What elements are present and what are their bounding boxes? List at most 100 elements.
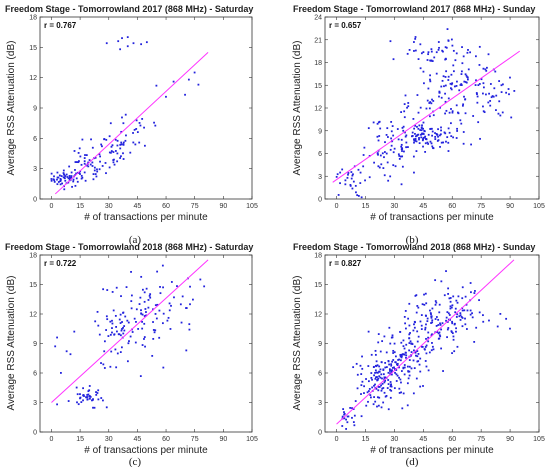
data-point bbox=[110, 350, 113, 353]
data-point bbox=[131, 331, 134, 333]
data-point bbox=[426, 99, 429, 102]
y-axis-label: Average RSS Attenuation (dB) bbox=[292, 41, 303, 176]
data-point bbox=[56, 176, 59, 179]
data-point bbox=[402, 366, 405, 369]
data-point bbox=[435, 301, 438, 304]
data-point bbox=[449, 318, 451, 321]
data-point bbox=[355, 191, 357, 194]
data-point bbox=[359, 364, 362, 367]
data-point bbox=[113, 163, 116, 166]
data-point bbox=[498, 100, 501, 103]
data-point bbox=[399, 354, 402, 356]
data-point bbox=[509, 76, 511, 79]
data-point bbox=[60, 175, 63, 177]
data-point bbox=[377, 139, 380, 142]
data-point bbox=[94, 156, 97, 159]
data-point bbox=[181, 295, 184, 298]
data-point bbox=[92, 178, 95, 181]
data-point bbox=[385, 152, 388, 155]
data-point bbox=[143, 338, 145, 340]
data-point bbox=[413, 367, 416, 370]
data-point bbox=[392, 58, 395, 61]
data-point bbox=[413, 323, 415, 326]
data-point bbox=[101, 145, 103, 148]
data-point bbox=[59, 180, 62, 182]
y-tick-label: 6 bbox=[318, 151, 322, 158]
data-point bbox=[162, 366, 165, 369]
data-point bbox=[88, 395, 91, 397]
data-point bbox=[427, 331, 430, 334]
data-point bbox=[83, 171, 86, 174]
data-point bbox=[444, 57, 447, 60]
data-point bbox=[431, 342, 433, 344]
data-point bbox=[458, 315, 461, 318]
data-point bbox=[479, 137, 481, 140]
data-point bbox=[70, 175, 73, 177]
data-point bbox=[86, 396, 89, 398]
x-tick-label: 90 bbox=[506, 203, 514, 210]
data-point bbox=[111, 144, 114, 147]
data-point bbox=[402, 125, 405, 128]
data-point bbox=[199, 278, 202, 281]
data-point bbox=[500, 91, 503, 94]
data-point bbox=[416, 305, 419, 307]
caption: (b) bbox=[406, 234, 419, 246]
data-point bbox=[453, 350, 456, 353]
correlation-label: r = 0.657 bbox=[329, 21, 362, 30]
data-point bbox=[459, 119, 462, 122]
data-point bbox=[379, 350, 382, 353]
data-point bbox=[377, 377, 380, 380]
data-point bbox=[367, 127, 370, 130]
data-point bbox=[111, 291, 114, 293]
data-point bbox=[474, 84, 477, 86]
data-point bbox=[152, 329, 155, 331]
data-point bbox=[452, 338, 455, 341]
data-point bbox=[396, 362, 399, 365]
data-point bbox=[135, 320, 137, 323]
data-point bbox=[439, 106, 442, 109]
data-point bbox=[408, 333, 411, 336]
x-tick-label: 45 bbox=[419, 436, 427, 443]
data-point bbox=[495, 109, 497, 112]
data-point bbox=[352, 366, 355, 369]
data-point bbox=[152, 308, 154, 311]
data-point bbox=[89, 163, 92, 166]
data-point bbox=[453, 85, 456, 88]
x-tick-label: 105 bbox=[533, 203, 545, 210]
regression-line bbox=[51, 259, 209, 403]
data-point bbox=[482, 105, 484, 108]
data-point bbox=[361, 380, 364, 383]
data-point bbox=[172, 80, 175, 83]
data-point bbox=[389, 148, 392, 151]
data-point bbox=[442, 141, 445, 144]
data-point bbox=[95, 175, 98, 178]
data-point bbox=[113, 158, 115, 161]
y-axis-label: Average RSS Attenuation (dB) bbox=[292, 276, 303, 411]
data-point bbox=[451, 304, 454, 307]
data-point bbox=[386, 387, 389, 389]
data-point bbox=[189, 285, 191, 288]
x-tick-label: 45 bbox=[134, 436, 142, 443]
x-tick-label: 30 bbox=[105, 203, 113, 210]
chart-marks-c: 0 15 30 45 60 75 90 105 0 3 6 9 12 15 18 bbox=[29, 253, 258, 444]
data-point bbox=[432, 100, 435, 102]
data-point bbox=[423, 293, 425, 296]
data-point bbox=[377, 149, 380, 152]
data-point bbox=[456, 313, 459, 316]
data-point bbox=[405, 354, 408, 357]
data-point bbox=[380, 384, 382, 387]
data-point bbox=[440, 141, 443, 144]
data-point bbox=[380, 389, 383, 392]
y-tick-label: 0 bbox=[318, 197, 322, 204]
data-point bbox=[425, 302, 428, 305]
data-point bbox=[438, 95, 440, 98]
data-point bbox=[388, 368, 391, 371]
data-point bbox=[425, 107, 428, 110]
data-point bbox=[373, 365, 375, 368]
data-point bbox=[85, 154, 88, 157]
data-point bbox=[461, 309, 464, 312]
data-point bbox=[162, 286, 164, 289]
data-point bbox=[83, 157, 86, 159]
data-point bbox=[438, 334, 441, 337]
data-point bbox=[362, 154, 365, 156]
